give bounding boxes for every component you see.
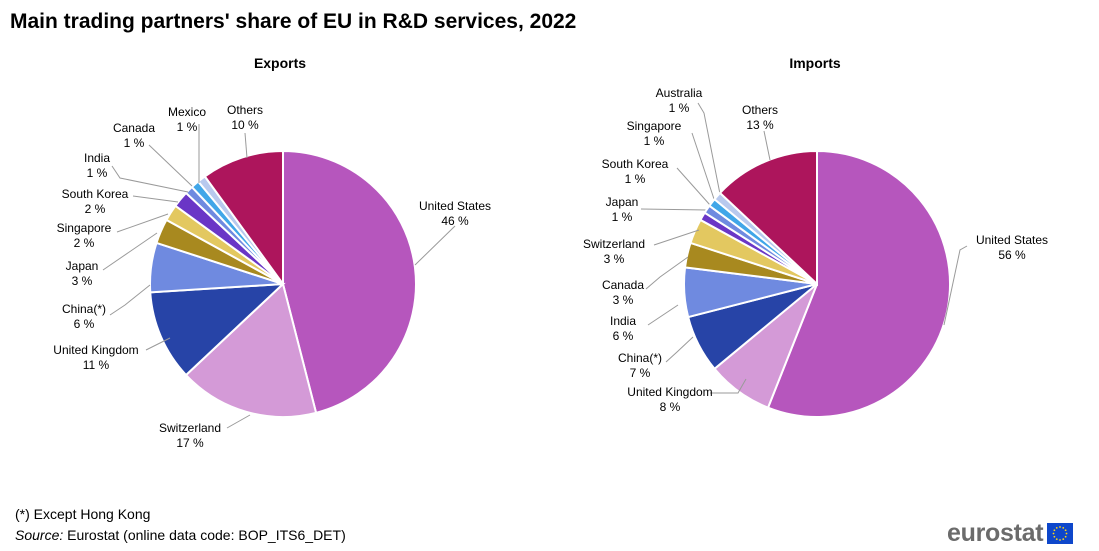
slice-label: United States 46 % bbox=[419, 199, 491, 228]
leader-line bbox=[148, 144, 193, 187]
leader-line bbox=[943, 245, 968, 326]
slice-label: China(*) 6 % bbox=[62, 302, 106, 331]
imports-pie-title: Imports bbox=[789, 55, 841, 71]
eu-flag-icon bbox=[1047, 523, 1074, 544]
leader-line bbox=[665, 336, 694, 363]
slice-label: Canada 3 % bbox=[602, 278, 644, 307]
exports-pie: United States 46 % Switzerland 17 % United K… bbox=[53, 103, 491, 450]
leader-line bbox=[414, 225, 456, 266]
leader-line bbox=[102, 232, 158, 271]
pie-slice-others bbox=[718, 149, 818, 287]
leader-line bbox=[645, 256, 689, 290]
slice-label: China(*) 7 % bbox=[618, 351, 662, 380]
slice-label: Mexico 1 % bbox=[168, 105, 206, 134]
chart-title: Main trading partners' share of EU in R&… bbox=[10, 10, 577, 33]
slice-label: South Korea 1 % bbox=[602, 157, 669, 186]
slice-label: Canada 1 % bbox=[113, 121, 155, 150]
leader-line bbox=[647, 304, 679, 326]
source-label: Source: bbox=[15, 527, 64, 543]
pie-slice-switzerland bbox=[184, 282, 318, 418]
pie-slice-united-states bbox=[282, 149, 417, 415]
leader-line bbox=[244, 132, 248, 159]
leader-line bbox=[653, 229, 700, 246]
leader-line bbox=[226, 414, 251, 429]
slice-label: South Korea 2 % bbox=[62, 187, 129, 216]
leader-line bbox=[111, 165, 189, 193]
eurostat-logo: eurostat bbox=[947, 519, 1074, 548]
slice-label: Singapore 1 % bbox=[627, 119, 682, 148]
leader-line bbox=[763, 130, 771, 161]
slice-label: United Kingdom 11 % bbox=[53, 343, 138, 372]
source-note: Source: Eurostat (online data code: BOP_… bbox=[15, 527, 346, 543]
slice-label: Others 10 % bbox=[227, 103, 263, 132]
slice-label: Switzerland 3 % bbox=[583, 237, 645, 266]
slice-label: Others 13 % bbox=[742, 103, 778, 132]
imports-pie: United States 56 % United Kingdom 8 % China(… bbox=[583, 86, 1048, 418]
pie-slice-united-kingdom bbox=[149, 282, 286, 377]
leader-line bbox=[640, 208, 708, 211]
slice-label: United States 56 % bbox=[976, 233, 1048, 262]
leader-line bbox=[676, 167, 711, 206]
slice-label: India 1 % bbox=[84, 151, 110, 180]
slice-label: Switzerland 17 % bbox=[159, 421, 221, 450]
exports-pie-title: Exports bbox=[254, 55, 306, 71]
leader-line bbox=[145, 337, 171, 351]
leader-line bbox=[691, 132, 715, 200]
slice-label: India 6 % bbox=[610, 314, 636, 343]
slice-label: Australia 1 % bbox=[656, 86, 703, 115]
slice-label: United Kingdom 8 % bbox=[627, 385, 712, 414]
logo-text: eurostat bbox=[947, 519, 1044, 547]
pie-slice-others bbox=[203, 149, 284, 288]
slice-label: Japan 1 % bbox=[606, 195, 639, 224]
leader-line bbox=[710, 378, 747, 394]
leader-line bbox=[109, 284, 151, 316]
leader-line bbox=[697, 102, 721, 195]
footnote: (*) Except Hong Kong bbox=[15, 506, 151, 522]
slice-label: Singapore 2 % bbox=[57, 221, 112, 250]
leader-line bbox=[132, 195, 179, 203]
source-text: Eurostat (online data code: BOP_ITS6_DET… bbox=[63, 527, 346, 543]
slice-label: Japan 3 % bbox=[66, 259, 99, 288]
leader-line bbox=[116, 213, 169, 233]
